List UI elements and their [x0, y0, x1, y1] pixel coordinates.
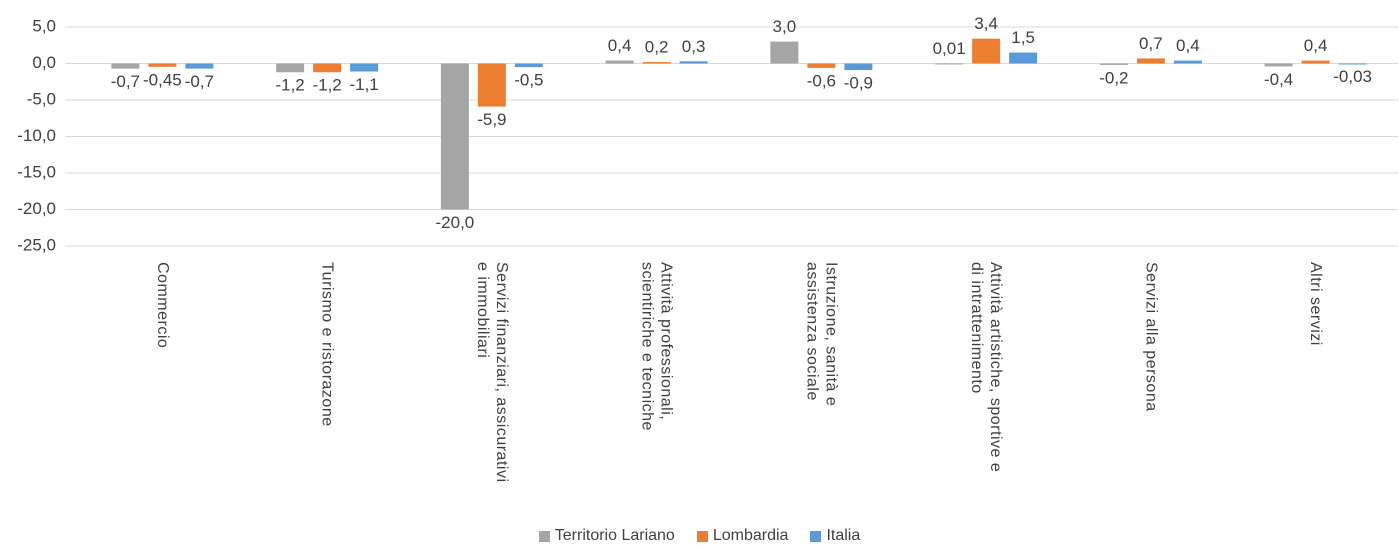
bar [1099, 63, 1128, 65]
data-label: -1,1 [349, 75, 378, 94]
bar [1173, 60, 1202, 64]
x-tick-label: Altri servizi [1307, 262, 1325, 346]
y-tick-label: -5,0 [27, 89, 56, 108]
legend: Territorio Lariano Lombardia Italia [0, 527, 1399, 545]
data-label: 0,3 [682, 37, 706, 56]
legend-swatch [538, 530, 550, 542]
legend-swatch [696, 530, 708, 542]
x-tick-label: Servizi finanziari, assicurativi e immob… [473, 262, 510, 483]
bar [844, 63, 873, 71]
x-tick-label: Servizi alla persona [1142, 262, 1160, 412]
bar [185, 63, 214, 69]
bar [111, 63, 140, 69]
data-label: 0,01 [933, 39, 966, 58]
x-tick-label: Turismo e ristorazone [318, 262, 336, 427]
data-label: -0,9 [844, 74, 873, 93]
data-label: 3,4 [974, 14, 998, 33]
data-label: -5,9 [477, 110, 506, 129]
y-tick-label: -20,0 [17, 199, 56, 218]
data-label: -0,6 [807, 71, 836, 90]
data-label: 0,4 [608, 36, 632, 55]
legend-label: Italia [826, 527, 861, 544]
data-label: 0,4 [1176, 36, 1200, 55]
legend-item: Territorio Lariano [538, 527, 675, 545]
bar [440, 63, 469, 210]
data-label: 0,4 [1304, 36, 1328, 55]
bar [1301, 60, 1330, 64]
bar [514, 63, 543, 68]
legend-item: Italia [810, 527, 860, 545]
data-label: -1,2 [275, 76, 304, 95]
legend-swatch [810, 530, 822, 542]
bar [313, 63, 342, 73]
data-label: -0,4 [1264, 70, 1293, 89]
bar [807, 63, 836, 68]
bar [1136, 58, 1165, 64]
x-tick-label: Attività artistiche, sportive e di intra… [968, 262, 1005, 473]
bar [276, 63, 305, 73]
data-label: -1,2 [312, 76, 341, 95]
x-tick-label: Commercio [153, 262, 171, 349]
data-label: 0,2 [645, 38, 669, 57]
x-tick-label: Attività professionali, scientiriche e t… [638, 262, 675, 431]
y-tick-label: -15,0 [17, 162, 56, 181]
bar [770, 41, 799, 64]
data-label: -0,45 [143, 70, 182, 89]
legend-label: Territorio Lariano [554, 527, 675, 544]
data-label: 3,0 [773, 17, 797, 36]
data-label: -0,7 [185, 72, 214, 91]
data-label: -0,5 [514, 71, 543, 90]
y-tick-label: 5,0 [32, 16, 56, 35]
bar [477, 63, 506, 107]
x-tick-label: Istruzione, sanità e assistenza sociale [803, 262, 840, 407]
bar [935, 63, 964, 65]
legend-label: Lombardia [712, 527, 789, 544]
legend-item: Lombardia [696, 527, 789, 545]
bar [1264, 63, 1293, 67]
bar [1338, 63, 1367, 65]
bar [679, 61, 708, 64]
bar [972, 38, 1001, 64]
data-label: -0,2 [1099, 68, 1128, 87]
bar [148, 63, 177, 67]
bar [642, 62, 671, 64]
y-tick-label: -25,0 [17, 235, 56, 254]
data-label: 0,7 [1139, 34, 1163, 53]
bar [1009, 52, 1038, 64]
data-label: 1,5 [1011, 28, 1035, 47]
y-tick-label: 0,0 [32, 53, 56, 72]
data-label: -0,03 [1333, 67, 1372, 86]
y-tick-label: -10,0 [17, 126, 56, 145]
data-label: -20,0 [436, 213, 475, 232]
bar [350, 63, 379, 72]
data-label: -0,7 [111, 72, 140, 91]
bar [605, 60, 634, 64]
